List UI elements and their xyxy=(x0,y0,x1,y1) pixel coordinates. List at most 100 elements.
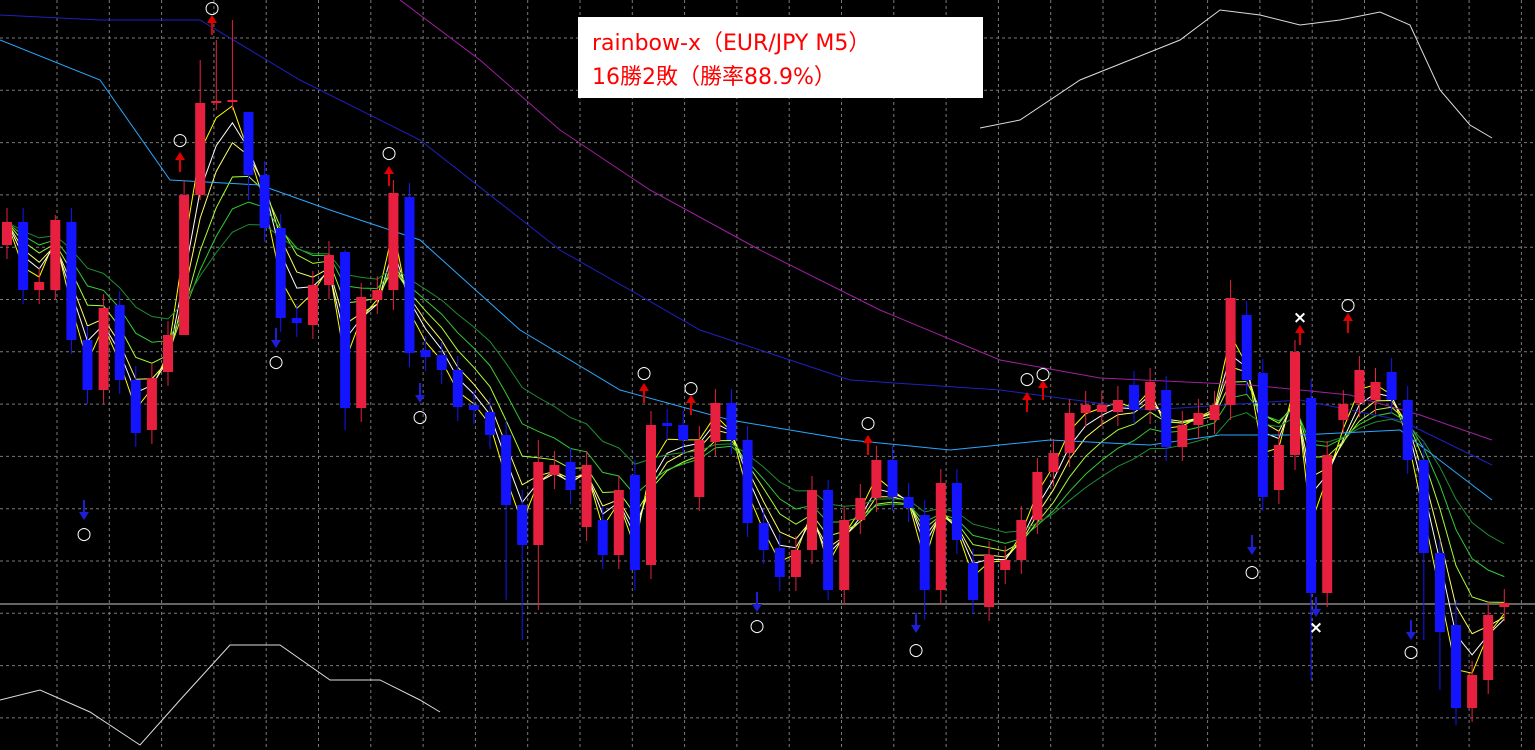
candle-body xyxy=(1177,425,1188,447)
candle-body xyxy=(179,195,190,335)
signal-arrow-head xyxy=(1343,313,1353,321)
signal-mark: × xyxy=(1293,308,1307,328)
signal-arrow-head xyxy=(752,604,762,612)
candle-body xyxy=(678,425,689,440)
signal-mark: ○ xyxy=(413,407,428,427)
candle-body xyxy=(871,460,882,498)
candle-body xyxy=(1064,413,1075,453)
candle-body xyxy=(372,290,383,300)
signal-mark: ○ xyxy=(173,130,188,150)
signal-mark: ○ xyxy=(205,0,220,18)
signal-arrow-head xyxy=(415,395,425,403)
candle-body xyxy=(1241,315,1252,380)
candle-body xyxy=(436,355,447,370)
candle-body xyxy=(227,100,238,102)
oscillator xyxy=(0,644,441,746)
candle-body xyxy=(1161,390,1172,447)
candle-body xyxy=(726,403,737,440)
candle-body xyxy=(130,380,141,433)
signal-arrow-head xyxy=(271,340,281,348)
candle-body xyxy=(1145,382,1156,410)
candle-body xyxy=(903,497,914,508)
candle-body xyxy=(356,297,367,408)
title-line: rainbow-x（EUR/JPY M5） xyxy=(592,31,870,56)
signal-mark: ○ xyxy=(1036,364,1051,384)
candle-body xyxy=(581,465,592,527)
candle-body xyxy=(1467,675,1478,708)
signal-mark: ○ xyxy=(1245,562,1260,582)
signal-mark: ○ xyxy=(382,143,397,163)
candle-body xyxy=(823,490,834,590)
candle-body xyxy=(1370,382,1381,400)
candle-body xyxy=(951,483,962,540)
signal-arrow-head xyxy=(863,435,873,443)
candle-body xyxy=(1129,385,1139,410)
candle-body xyxy=(1290,352,1300,455)
candle-body xyxy=(259,175,270,228)
candle-body xyxy=(404,197,415,353)
candle-body xyxy=(565,462,576,490)
candle-body xyxy=(195,103,206,195)
candle-body xyxy=(1032,472,1043,520)
candle-body xyxy=(968,563,978,600)
candle-body xyxy=(984,555,995,607)
candle-body xyxy=(1048,453,1059,472)
candle-body xyxy=(517,505,528,545)
candle-body xyxy=(742,440,753,523)
candle-body xyxy=(1402,400,1413,460)
candle-body xyxy=(340,252,351,408)
signal-mark: ○ xyxy=(269,352,284,372)
signal-arrow-head xyxy=(175,152,185,160)
moving-average xyxy=(6,105,1505,674)
signal-mark: ○ xyxy=(909,640,924,660)
signal-arrow-head xyxy=(639,383,649,391)
candle-body xyxy=(629,475,640,570)
signal-mark: ○ xyxy=(1020,369,1035,389)
candle-body xyxy=(549,465,560,475)
signal-arrow-head xyxy=(207,15,217,23)
candle-body xyxy=(1000,560,1011,570)
signal-mark: ○ xyxy=(861,413,876,433)
moving-average xyxy=(6,201,1505,578)
candle-body xyxy=(919,515,930,590)
candle-body xyxy=(291,318,302,323)
candle-body xyxy=(774,548,785,577)
candles xyxy=(2,20,1510,725)
candle-body xyxy=(839,520,850,590)
candle-body xyxy=(1193,413,1204,425)
candle-body xyxy=(420,350,431,357)
signal-arrow-head xyxy=(1022,392,1032,400)
candle-body xyxy=(887,460,898,497)
candle-body xyxy=(307,285,318,325)
candle-body xyxy=(613,490,624,555)
candle-body xyxy=(1016,520,1027,560)
candle-body xyxy=(1257,373,1268,497)
title-box: rainbow-x（EUR/JPY M5） 16勝2敗（勝率88.9%） xyxy=(578,17,983,98)
candle-body xyxy=(82,340,93,390)
signal-mark: ○ xyxy=(684,378,699,398)
candle-body xyxy=(694,440,705,497)
indicator-lines xyxy=(0,0,1505,746)
signal-arrow-head xyxy=(1295,325,1305,333)
candle-body xyxy=(710,403,721,442)
candle-body xyxy=(468,405,479,410)
moving-average xyxy=(6,121,1505,656)
candle-body xyxy=(533,462,544,545)
signal-mark: ○ xyxy=(637,363,652,383)
candle-body xyxy=(1499,603,1510,607)
candle-body xyxy=(98,308,109,390)
candle-body xyxy=(1112,400,1123,412)
candle-body xyxy=(597,520,608,555)
candle-body xyxy=(1338,404,1349,420)
candle-body xyxy=(855,498,866,520)
signal-arrow-head xyxy=(1038,380,1048,388)
candle-body xyxy=(2,222,12,245)
signal-arrow-head xyxy=(1247,547,1257,555)
candle-body xyxy=(646,425,656,565)
candle-body xyxy=(146,378,157,430)
candle-body xyxy=(243,112,254,175)
candle-body xyxy=(452,370,463,407)
signal-mark: ○ xyxy=(1341,295,1356,315)
